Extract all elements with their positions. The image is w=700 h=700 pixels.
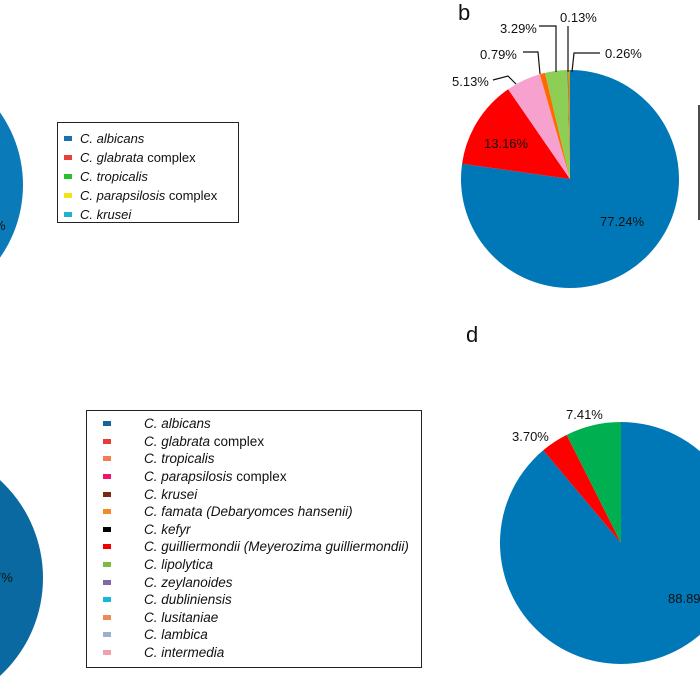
pie-b-data-label-2: 5.13% — [452, 74, 489, 89]
legend-swatch — [103, 544, 111, 550]
legend-item: C. kefyr — [103, 521, 421, 539]
pie-b-leader-6 — [571, 52, 600, 73]
pie-b-slice-0 — [460, 70, 679, 288]
pie-b-data-label-4: 3.29% — [500, 21, 537, 36]
legend-species: C. guilliermondii (Meyerozima guilliermo… — [144, 539, 409, 555]
legend-swatch — [103, 614, 111, 620]
legend-swatch — [103, 438, 111, 444]
legend-swatch — [103, 509, 111, 515]
pie-b-slice-6 — [568, 70, 570, 179]
legend-item: C. intermedia — [103, 644, 421, 662]
pie-d-data-label-2: 7.41% — [566, 407, 603, 422]
legend-swatch — [103, 526, 111, 532]
legend-swatch — [103, 650, 111, 656]
legend-item: C. famata (Debaryomces hansenii) — [103, 503, 421, 521]
pie-b-slice-1 — [462, 89, 570, 179]
pie-b-leader-4 — [539, 25, 557, 72]
legend-swatch — [64, 212, 72, 217]
pie-b-slice-3 — [539, 72, 570, 179]
pie-c-label: 7% — [0, 570, 13, 585]
legend-swatch — [103, 491, 111, 497]
legend-a: C. albicans C. glabrata complex C. tropica… — [57, 122, 239, 223]
legend-item: C. lambica — [103, 626, 421, 644]
pie-b-data-label-0: 77.24% — [600, 214, 645, 229]
legend-item: C. dubliniensis — [103, 591, 421, 609]
legend-item: C. parapsilosis complex — [64, 186, 238, 205]
pie-b-leader-3 — [523, 51, 541, 75]
legend-species: C. krusei — [144, 486, 198, 502]
legend-species: C. tropicalis — [144, 451, 215, 467]
legend-suffix: complex — [143, 150, 196, 165]
pie-b-data-label-6: 0.26% — [605, 46, 642, 61]
legend-suffix: complex — [165, 188, 218, 203]
legend-species: C. dubliniensis — [144, 592, 232, 608]
legend-item: C. krusei — [64, 205, 238, 224]
legend-species: C. parapsilosis — [144, 469, 233, 485]
legend-item: C. guilliermondii (Meyerozima guilliermo… — [103, 538, 421, 556]
legend-species: C. parapsilosis — [80, 188, 166, 203]
pie-b-slice-2 — [508, 74, 570, 179]
legend-item: C. parapsilosis complex — [103, 468, 421, 486]
pie-d-slice-0 — [500, 422, 700, 664]
legend-swatch — [103, 474, 111, 480]
legend-species: C. lusitaniae — [144, 609, 219, 625]
legend-swatch — [103, 562, 111, 568]
legend-swatch — [64, 193, 72, 198]
legend-species: C. krusei — [80, 207, 132, 222]
legend-swatch — [103, 597, 111, 603]
pie-b-slice-5 — [567, 70, 570, 179]
legend-item: C. albicans — [103, 415, 421, 433]
legend-item: C. glabrata complex — [64, 148, 238, 167]
pie-a-slice-albicans — [0, 112, 23, 258]
legend-item: C. albicans — [64, 129, 238, 148]
pie-d-slice-2 — [566, 422, 621, 543]
legend-species: C. kefyr — [144, 521, 191, 537]
legend-swatch — [103, 579, 111, 585]
pie-d-data-label-0: 88.89% — [668, 591, 700, 606]
legend-item: C. tropicalis — [103, 450, 421, 468]
pie-c-slice-albicans — [0, 480, 43, 676]
legend-species: C. lambica — [144, 627, 208, 643]
pie-b-data-label-3: 0.79% — [480, 47, 517, 62]
legend-swatch — [103, 421, 111, 427]
pie-b-leader-2 — [492, 75, 517, 85]
pie-b-slice-4 — [545, 70, 570, 179]
panel-label-d: d — [466, 322, 479, 347]
legend-c: C. albicans C. glabrata complex C. tropica… — [86, 410, 422, 668]
legend-item: C. glabrata complex — [103, 433, 421, 451]
legend-species: C. glabrata — [80, 150, 144, 165]
legend-species: C. albicans — [144, 416, 211, 432]
legend-item: C. lusitaniae — [103, 609, 421, 627]
legend-swatch — [64, 136, 72, 141]
legend-species: C. albicans — [80, 131, 145, 146]
legend-swatch — [64, 174, 72, 179]
legend-species: C. tropicalis — [80, 169, 148, 184]
legend-suffix: complex — [232, 469, 287, 485]
pie-d-data-label-1: 3.70% — [512, 429, 549, 444]
legend-swatch — [64, 155, 72, 160]
legend-item: C. tropicalis — [64, 167, 238, 186]
legend-species: C. glabrata — [144, 433, 211, 449]
legend-species: C. zeylanoides — [144, 574, 233, 590]
legend-swatch — [103, 632, 111, 638]
legend-item: C. zeylanoides — [103, 573, 421, 591]
legend-item: C. krusei — [103, 485, 421, 503]
pie-b-data-label-5: 0.13% — [560, 10, 597, 25]
legend-suffix: complex — [210, 433, 265, 449]
legend-species: C. intermedia — [144, 645, 225, 661]
legend-item: C. lipolytica — [103, 556, 421, 574]
legend-swatch — [103, 456, 111, 462]
panel-label-b: b — [458, 0, 471, 25]
pie-a-label: % — [0, 218, 6, 233]
pie-d-slice-1 — [543, 434, 621, 543]
legend-species: C. famata (Debaryomces hansenii) — [144, 504, 353, 520]
pie-b-data-label-1: 13.16% — [484, 136, 529, 151]
legend-species: C. lipolytica — [144, 557, 214, 573]
